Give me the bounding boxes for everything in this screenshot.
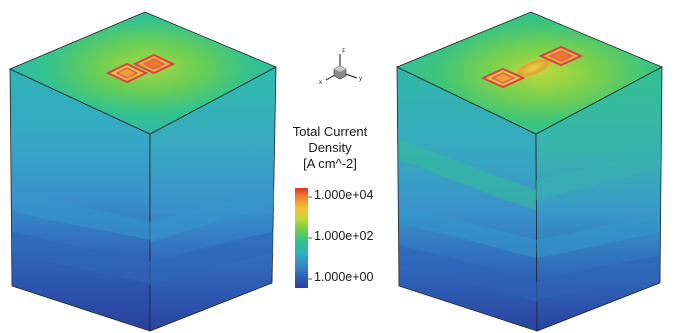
left-pad-1 xyxy=(105,62,149,84)
legend-title-line-1: Total Current xyxy=(292,124,368,139)
legend-tick-mid: 1.000e+02 xyxy=(314,229,374,243)
colorbar-ramp xyxy=(295,188,308,288)
legend-tick-min: 1.000e+00 xyxy=(314,270,374,284)
axes-triad: z x y xyxy=(319,48,362,86)
right-block xyxy=(396,11,663,332)
legend-title-line-2: Density xyxy=(308,140,352,155)
legend-tick-max: 1.000e+04 xyxy=(314,188,374,202)
right-pad-1 xyxy=(480,67,526,89)
axis-y-label: y xyxy=(359,76,362,82)
left-block xyxy=(9,11,277,332)
axis-x-label: x xyxy=(319,80,322,86)
legend-title-line-3: [A cm^-2] xyxy=(303,156,357,171)
right-pad-2 xyxy=(538,45,584,67)
colorbar xyxy=(295,188,312,288)
left-pad-2 xyxy=(132,53,176,75)
axis-z-label: z xyxy=(342,48,345,54)
legend-title: Total Current Density [A cm^-2] xyxy=(283,124,377,172)
